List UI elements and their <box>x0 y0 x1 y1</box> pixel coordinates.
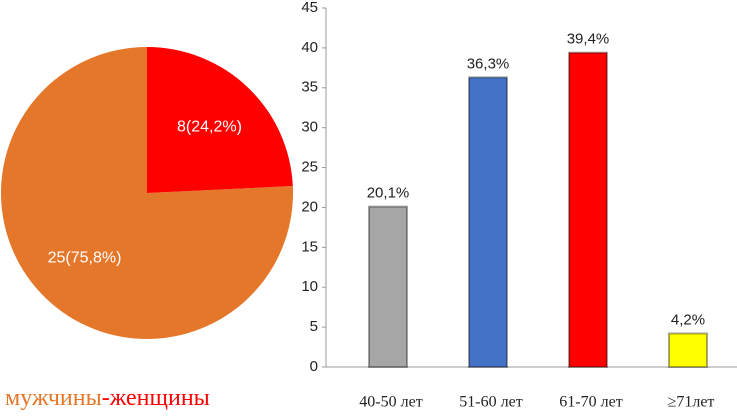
bar-label: 36,3% <box>467 55 510 72</box>
legend-entry: женщины <box>109 385 210 411</box>
bar <box>368 205 408 368</box>
bar <box>568 51 608 368</box>
x-tick-label: 40-50 лет <box>359 394 422 411</box>
bar-label: 4,2% <box>671 311 705 328</box>
y-tick-label: 40 <box>301 39 318 56</box>
y-tick-label: 10 <box>301 278 318 295</box>
bar <box>468 76 508 368</box>
y-tick-label: 0 <box>310 358 318 375</box>
slice-label: 8(24,2%) <box>177 119 242 136</box>
x-tick-label: ≥71лет <box>668 394 715 411</box>
legend-entry: мужчины <box>5 385 102 411</box>
y-tick-label: 15 <box>301 238 318 255</box>
y-tick-label: 45 <box>301 0 318 16</box>
y-tick-label: 35 <box>301 79 318 96</box>
y-tick-label: 30 <box>301 119 318 136</box>
slice-label: 25(75,8%) <box>48 250 122 267</box>
y-tick-label: 25 <box>301 159 318 176</box>
bar <box>668 332 708 369</box>
x-tick-label: 61-70 лет <box>559 394 622 411</box>
legend-separator: - <box>102 385 110 411</box>
bar-label: 39,4% <box>567 31 610 48</box>
x-tick-label: 51-60 лет <box>459 394 522 411</box>
pie-slice <box>147 47 293 193</box>
y-tick-label: 20 <box>301 198 318 215</box>
bar-label: 20,1% <box>367 185 410 202</box>
pie-slice <box>0 47 293 339</box>
legend: мужчины-женщины <box>5 385 210 411</box>
y-tick-label: 5 <box>310 318 318 335</box>
